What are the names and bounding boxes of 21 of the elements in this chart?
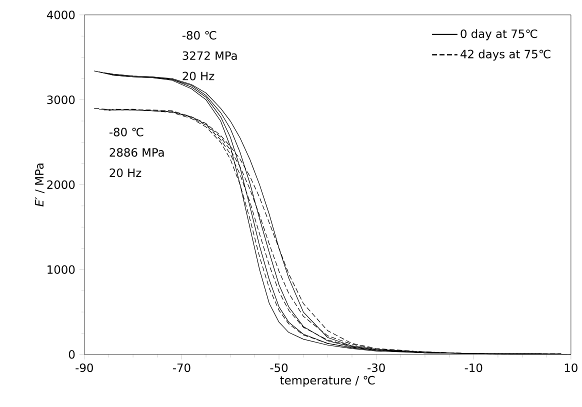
annotation: 2886 MPa [110,148,164,157]
y-tick-label: 0 [68,350,75,359]
x-axis-title: temperature / ℃ [280,376,375,387]
x-tick-label: -70 [172,363,190,372]
y-tick-label: 4000 [46,10,75,20]
annotation: -80 ℃ [182,30,216,40]
annotation: -80 ℃ [109,128,144,136]
x-tick-label: 10 [564,363,578,372]
y-tick-label: 2000 [47,180,75,189]
y-tick-label: 1000 [48,265,75,274]
annotation: 3272 MPa [182,51,237,60]
x-tick-label: -50 [270,363,288,372]
annotation: 20 Hz [182,72,214,80]
annotation: 20 Hz [110,168,142,178]
x-tick-label: -90 [76,363,93,372]
legend-label: 0 day at 75℃ [460,29,538,40]
legend-label: 42 days at 75℃ [460,49,550,61]
x-tick-label: -10 [464,363,482,372]
x-tick-label: -30 [368,363,385,372]
y-tick-label: 3000 [47,95,75,104]
y-axis-title: E′ / MPa [35,164,45,206]
